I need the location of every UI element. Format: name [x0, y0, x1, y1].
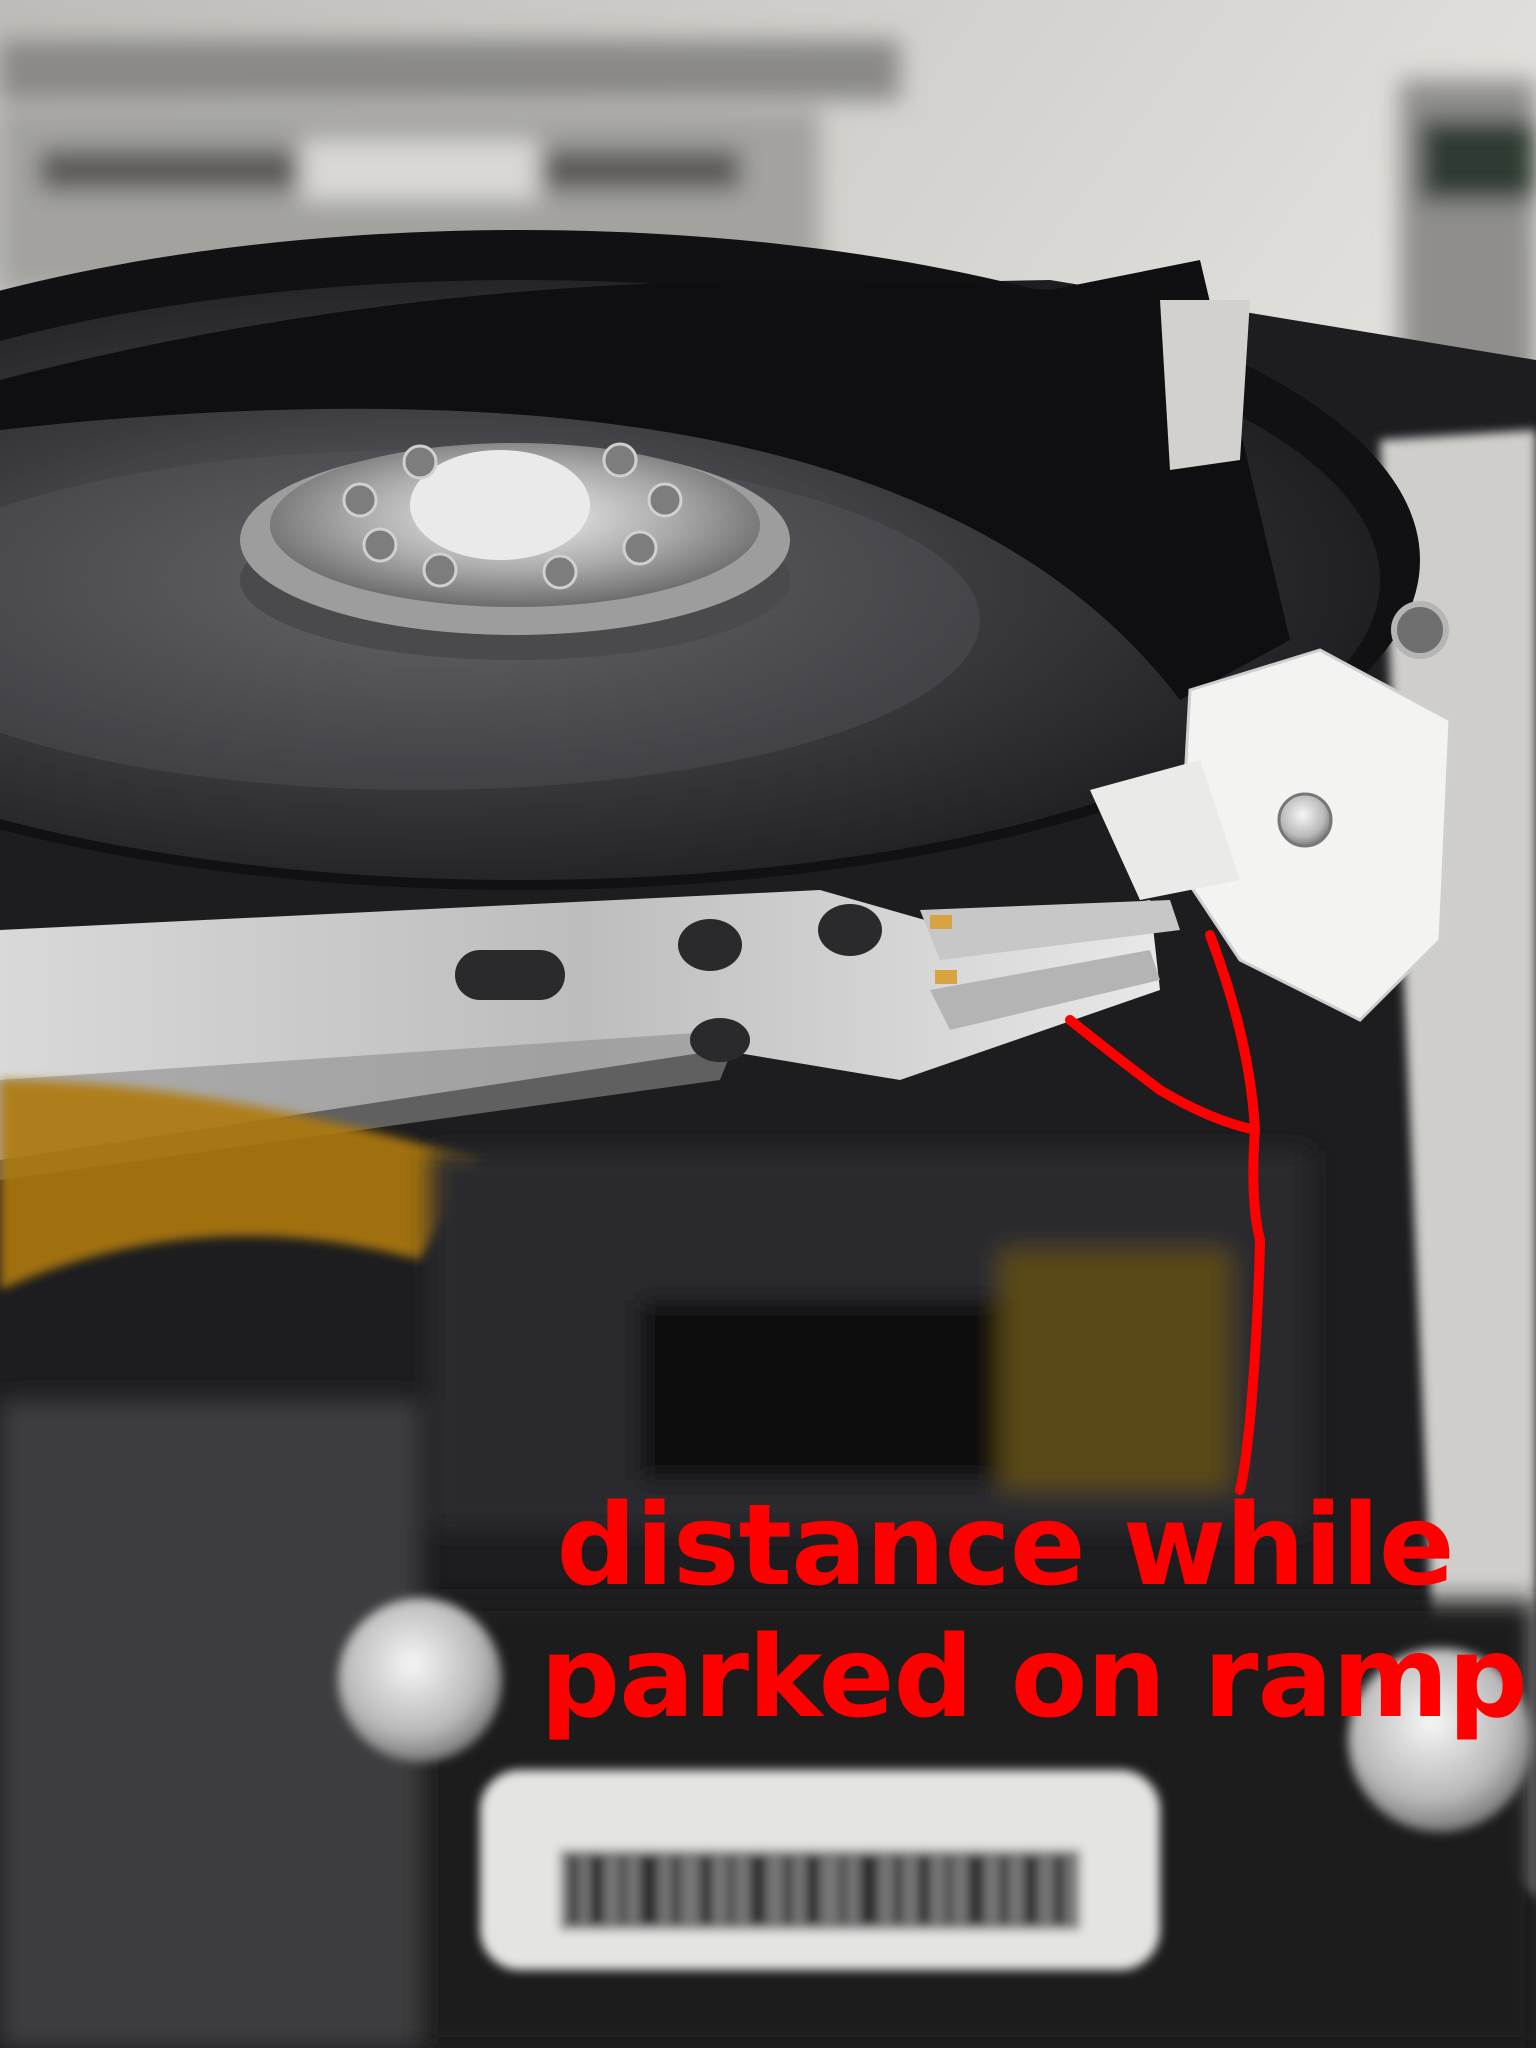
- frame-screw: [1391, 601, 1449, 659]
- head-contact-2: [935, 970, 957, 984]
- arm-hole-2: [818, 904, 882, 956]
- flex-cable: [0, 1080, 480, 1290]
- background-shelf: [0, 40, 1536, 400]
- arm-hole-1: [678, 919, 742, 971]
- voice-coil-area: [0, 1150, 1536, 2048]
- head-contact-1: [930, 915, 952, 929]
- upper-suspension: [920, 900, 1180, 960]
- ramp-lip: [1090, 760, 1240, 900]
- ramp-screw: [1277, 792, 1333, 848]
- annotation-line-diagonal: [1065, 1015, 1260, 1135]
- barcode-label: [480, 1770, 1160, 1970]
- hub-screws: [342, 442, 683, 590]
- arm-slot-hole: [455, 950, 565, 1000]
- annotation-line-1: distance while: [556, 1481, 1454, 1611]
- arm-hole-3: [690, 1018, 750, 1062]
- frame-bracket: [1160, 300, 1250, 470]
- drive-frame-arc: [0, 260, 1290, 700]
- lower-suspension: [930, 950, 1160, 1030]
- spindle-center: [410, 450, 590, 560]
- annotation-caption: distance while parked on ramp: [540, 1480, 1528, 1744]
- annotation-line-2: parked on ramp: [540, 1613, 1528, 1743]
- bottom-screws: [338, 1598, 1532, 1832]
- annotation-line-vertical: [1205, 930, 1265, 1495]
